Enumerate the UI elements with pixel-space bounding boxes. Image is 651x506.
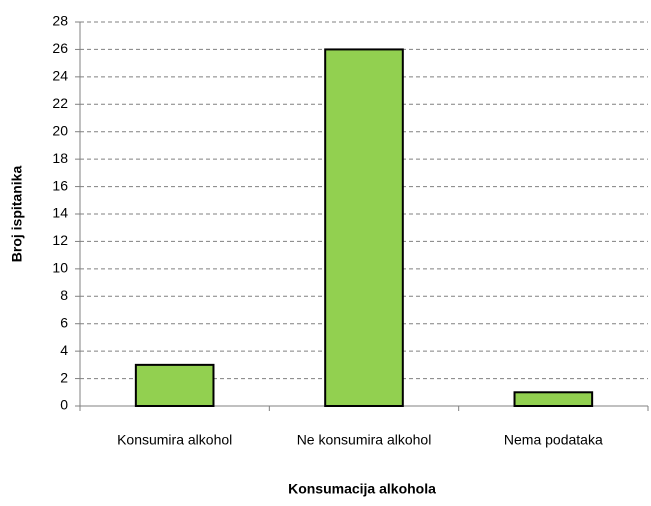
y-tick-label: 10 <box>52 260 68 276</box>
y-tick-label: 28 <box>52 13 68 29</box>
x-tick-label: Konsumira alkohol <box>117 432 232 448</box>
y-tick-label: 26 <box>52 40 68 56</box>
y-tick-label: 18 <box>52 150 68 166</box>
y-tick-label: 22 <box>52 95 68 111</box>
bar <box>324 48 404 408</box>
y-axis-label: Broj ispitanika <box>9 166 25 263</box>
y-tick-label: 2 <box>60 369 68 385</box>
y-tick-label: 14 <box>52 205 68 221</box>
bar <box>513 391 594 407</box>
y-tick-label: 12 <box>52 232 68 248</box>
y-tick-label: 24 <box>52 68 68 84</box>
y-tick-label: 20 <box>52 122 68 138</box>
y-tick-label: 0 <box>60 397 68 413</box>
y-tick-label: 4 <box>60 342 68 358</box>
y-tick-label: 16 <box>52 177 68 193</box>
x-tick-label: Ne konsumira alkohol <box>297 432 432 448</box>
bar <box>134 363 215 408</box>
x-tick-label: Nema podataka <box>504 432 603 448</box>
y-tick-label: 6 <box>60 314 68 330</box>
x-axis-label: Konsumacija alkohola <box>288 481 436 497</box>
y-tick-label: 8 <box>60 287 68 303</box>
